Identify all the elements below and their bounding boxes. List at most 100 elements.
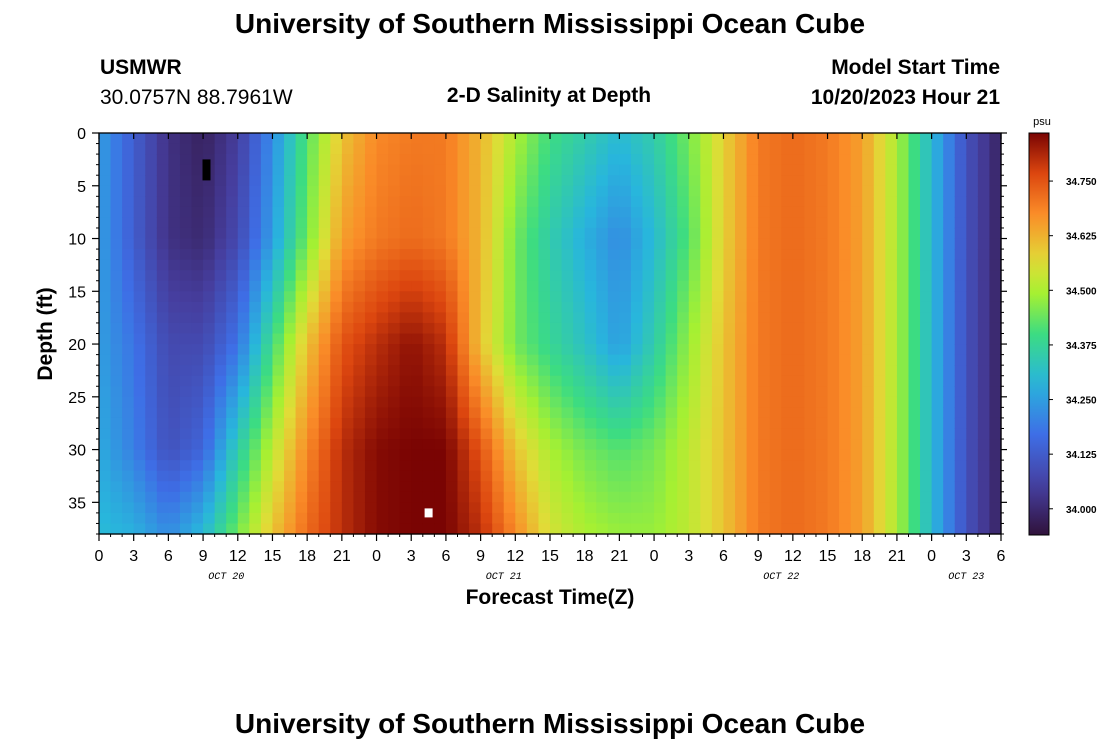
heatmap-cell — [781, 439, 794, 451]
heatmap-cell — [99, 270, 112, 282]
heatmap-cell — [480, 344, 493, 356]
heatmap-cell — [550, 217, 563, 229]
heatmap-cell — [341, 407, 355, 419]
heatmap-cell — [99, 143, 112, 155]
station-coordinates: 30.0757N 88.7961W — [100, 86, 293, 109]
heatmap-cell — [977, 217, 991, 229]
heatmap-cell — [735, 238, 748, 250]
heatmap-cell — [179, 502, 193, 514]
heatmap-cell — [607, 238, 620, 250]
heatmap-cell — [885, 175, 898, 187]
heatmap-cell — [168, 249, 181, 261]
heatmap-cell — [920, 217, 933, 229]
heatmap-cell — [272, 133, 285, 145]
heatmap-cell — [607, 365, 620, 377]
heatmap-cell — [630, 322, 644, 335]
heatmap-cell — [168, 396, 181, 408]
heatmap-cell — [781, 133, 794, 145]
colorbar-tick-label: 34.250 — [1066, 396, 1097, 407]
heatmap-cell — [873, 407, 886, 419]
heatmap-cell — [700, 249, 713, 261]
heatmap-cell — [931, 502, 944, 514]
heatmap-cell — [156, 375, 169, 387]
heatmap-cell — [943, 175, 956, 187]
heatmap-cell — [758, 143, 771, 155]
heatmap-cell — [445, 238, 459, 250]
heatmap-cell — [260, 396, 274, 408]
heatmap-cell — [110, 154, 123, 166]
heatmap-cell — [226, 481, 239, 493]
heatmap-cell — [677, 270, 690, 282]
heatmap-cell — [607, 481, 620, 493]
heatmap-cell — [445, 280, 459, 292]
heatmap-cell — [931, 512, 944, 525]
heatmap-cell — [630, 523, 644, 535]
heatmap-cell — [665, 227, 678, 240]
heatmap-cell — [492, 512, 505, 525]
heatmap-cell — [307, 439, 320, 451]
heatmap-cell — [364, 417, 378, 430]
heatmap-cell — [353, 227, 366, 240]
heatmap-cell — [711, 396, 725, 408]
heatmap-cell — [237, 365, 250, 377]
heatmap-cell — [989, 333, 1002, 345]
heatmap-cell — [839, 259, 852, 271]
heatmap-cell — [515, 407, 528, 419]
heatmap-cell — [133, 185, 146, 197]
heatmap-cell — [908, 238, 921, 250]
heatmap-cell — [792, 491, 806, 503]
heatmap-cell — [376, 291, 389, 303]
heatmap-cell — [804, 354, 817, 366]
heatmap-cell — [677, 291, 690, 303]
heatmap-cell — [272, 154, 285, 166]
heatmap-cell — [168, 491, 181, 503]
heatmap-cell — [260, 291, 274, 303]
heatmap-cell — [260, 502, 274, 514]
heatmap-cell — [376, 143, 389, 155]
heatmap-cell — [584, 143, 597, 155]
heatmap-cell — [364, 407, 378, 419]
heatmap-cell — [272, 365, 285, 377]
heatmap-cell — [954, 428, 967, 440]
heatmap-cell — [573, 196, 586, 208]
heatmap-cell — [353, 502, 366, 514]
heatmap-cell — [388, 523, 401, 535]
heatmap-cell — [145, 164, 158, 176]
heatmap-cell — [179, 185, 193, 197]
heatmap-cell — [688, 196, 701, 208]
heatmap-cell — [376, 164, 389, 176]
heatmap-cell — [850, 407, 863, 419]
heatmap-cell — [769, 396, 782, 408]
heatmap-cell — [411, 249, 424, 261]
heatmap-cell — [364, 449, 378, 461]
heatmap-cell — [908, 301, 921, 313]
heatmap-cell — [364, 185, 378, 197]
heatmap-cell — [550, 428, 563, 440]
heatmap-cell — [480, 396, 493, 408]
heatmap-cell — [573, 375, 586, 387]
heatmap-cell — [677, 249, 690, 261]
heatmap-cell — [561, 523, 574, 535]
heatmap-cell — [434, 386, 447, 398]
heatmap-cell — [596, 185, 609, 197]
heatmap-cell — [191, 175, 204, 187]
heatmap-cell — [457, 439, 470, 451]
heatmap-cell — [804, 491, 817, 503]
heatmap-cell — [226, 375, 239, 387]
heatmap-cell — [445, 512, 459, 525]
heatmap-cell — [735, 491, 748, 503]
heatmap-cell — [607, 259, 620, 271]
heatmap-cell — [607, 512, 620, 525]
heatmap-cell — [885, 206, 898, 219]
heatmap-cell — [526, 143, 540, 155]
heatmap-cell — [596, 217, 609, 229]
heatmap-cell — [110, 396, 123, 408]
heatmap-cell — [735, 428, 748, 440]
heatmap-cell — [226, 407, 239, 419]
heatmap-cell — [330, 312, 343, 324]
heatmap-cell — [503, 470, 516, 482]
heatmap-cell — [214, 386, 227, 398]
heatmap-cell — [665, 291, 678, 303]
heatmap-cell — [260, 375, 274, 387]
heatmap-cell — [723, 280, 736, 292]
